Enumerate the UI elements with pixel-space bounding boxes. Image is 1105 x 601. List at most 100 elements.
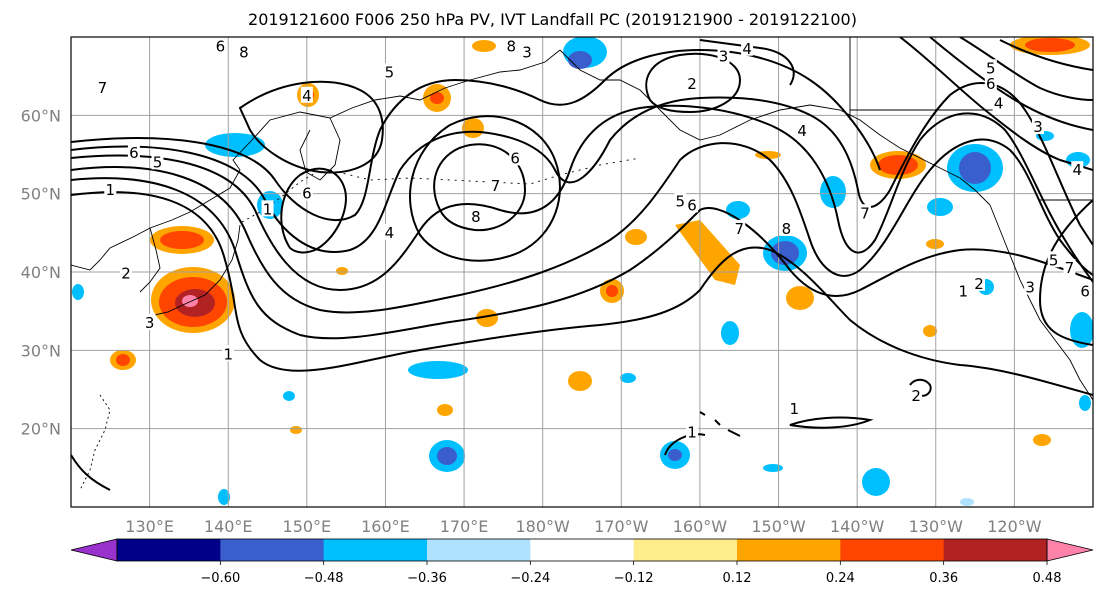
colorbar-segment (943, 539, 1048, 561)
contour-label: 8 (471, 208, 481, 226)
contour-label-bg (1063, 259, 1076, 276)
pv-contour-2 (71, 177, 1093, 340)
contour-label: 4 (742, 40, 752, 58)
contour-label-bg (984, 75, 997, 91)
contour-label-bg (143, 313, 156, 330)
shade-korea-inner (160, 231, 204, 249)
colorbar: −0.60 −0.48 −0.36 −0.24 −0.12 0.12 0.24 0.36 0.4… (70, 538, 1094, 586)
lat-lon-grid (71, 37, 1093, 507)
contour-label: 3 (1025, 279, 1035, 297)
pv-contour-7 (238, 80, 384, 174)
lat-label-30: 30°N (21, 341, 61, 360)
shade-midpac-5 (408, 361, 468, 379)
contour-label: 4 (797, 122, 807, 140)
contour-label-bg (984, 59, 997, 76)
colorbar-extend-high (1046, 538, 1094, 562)
contour-label: 1 (263, 200, 273, 218)
shade-manchuria (205, 133, 265, 157)
pv-contour-13 (899, 37, 1093, 171)
contour-label: 5 (1049, 251, 1059, 269)
pv-contour-18 (789, 416, 874, 429)
colorbar-tick-label: 0.48 (1033, 571, 1062, 586)
shade-subtrop-2 (1070, 312, 1093, 348)
contour-label-bg (469, 208, 482, 225)
pv-contour-12 (699, 39, 795, 86)
contour-label: 8 (782, 220, 792, 238)
contour-label: 6 (1080, 283, 1090, 301)
contour-label-bg (151, 153, 164, 170)
contour-label: 6 (216, 37, 226, 55)
contour-label-bg (520, 43, 533, 60)
contour-label-bg (796, 122, 809, 138)
contour-label-bg (1024, 278, 1037, 295)
pv-contour-17 (1038, 199, 1093, 346)
contour-label-bg (1047, 251, 1060, 268)
kuril-islands (241, 169, 321, 223)
contour-label-bg (383, 63, 396, 80)
contour-label-bg (127, 143, 140, 160)
contour-label: 3 (719, 48, 729, 66)
colorbar-tick-label: −0.36 (407, 571, 447, 586)
contour-label: 8 (239, 44, 249, 62)
pv-contour-9 (433, 143, 527, 232)
colorbar-segment (117, 539, 221, 561)
pv-contour-8 (280, 167, 347, 254)
contour-label-bg (717, 47, 730, 64)
pv-contour-11 (645, 52, 742, 114)
map-frame (70, 36, 1094, 508)
contour-label: 6 (510, 149, 520, 167)
canada-north (849, 37, 1000, 120)
lon-label-210: 150°W (751, 517, 806, 536)
shade-gulf-alaska-inner (878, 155, 918, 175)
contour-label-bg (120, 264, 133, 281)
taiwan-philippines (79, 394, 111, 491)
contour-label-bg (300, 86, 313, 103)
shade-nepac-2-inner (771, 241, 799, 265)
contour-label-bg (237, 43, 250, 60)
contour-label: 7 (1065, 259, 1075, 277)
contour-label: 2 (974, 275, 984, 293)
shade-midpac-1-inner (606, 285, 618, 297)
contour-label-bg (489, 176, 502, 193)
contour-label: 6 (129, 144, 139, 162)
lon-label-240: 120°W (987, 517, 1042, 536)
contour-label: 5 (153, 153, 163, 171)
shade-midpac-4 (568, 371, 592, 391)
japan-islands (149, 224, 241, 317)
colorbar-tick-label: −0.60 (200, 571, 240, 586)
colorbar-frame (116, 538, 1048, 562)
shade-subtrop-1 (862, 468, 890, 496)
contour-label-bg (509, 149, 522, 166)
contour-label-bg (214, 37, 227, 54)
colorbar-segment (737, 539, 841, 561)
colorbar-segment (840, 539, 945, 561)
longitude-labels: 130°E 140°E 150°E 160°E 170°E 180°W 170°W 160°W… (125, 517, 1041, 536)
korea-peninsula (139, 227, 161, 293)
shade-midpac-3 (625, 229, 647, 245)
contour-label-bg (788, 400, 801, 417)
pv-contours (71, 37, 1093, 491)
colorbar-tick-label: −0.12 (614, 571, 654, 586)
contour-label-bg (686, 196, 699, 213)
shade-small-9 (763, 464, 783, 472)
lon-label-220: 140°W (830, 517, 885, 536)
shade-small-17 (290, 426, 302, 434)
shade-small-4 (926, 239, 944, 249)
lon-label-200: 160°W (673, 517, 728, 536)
contour-label: 7 (734, 220, 744, 238)
contour-label: 7 (860, 204, 870, 222)
contour-label-bg (973, 274, 986, 291)
contour-label: 7 (98, 79, 108, 97)
contour-label: 3 (522, 44, 532, 62)
contour-label-bg (957, 282, 970, 299)
contour-label: 7 (491, 177, 501, 195)
shade-small-5 (923, 325, 937, 337)
shade-midpac-6-inner (437, 447, 457, 465)
shade-small-19 (960, 498, 974, 506)
contour-label-bg (780, 219, 793, 236)
contour-label-bg (992, 94, 1005, 111)
contour-label: 3 (1033, 118, 1043, 136)
shade-chukotka-inner (430, 92, 444, 104)
shade-small-7 (437, 404, 453, 416)
